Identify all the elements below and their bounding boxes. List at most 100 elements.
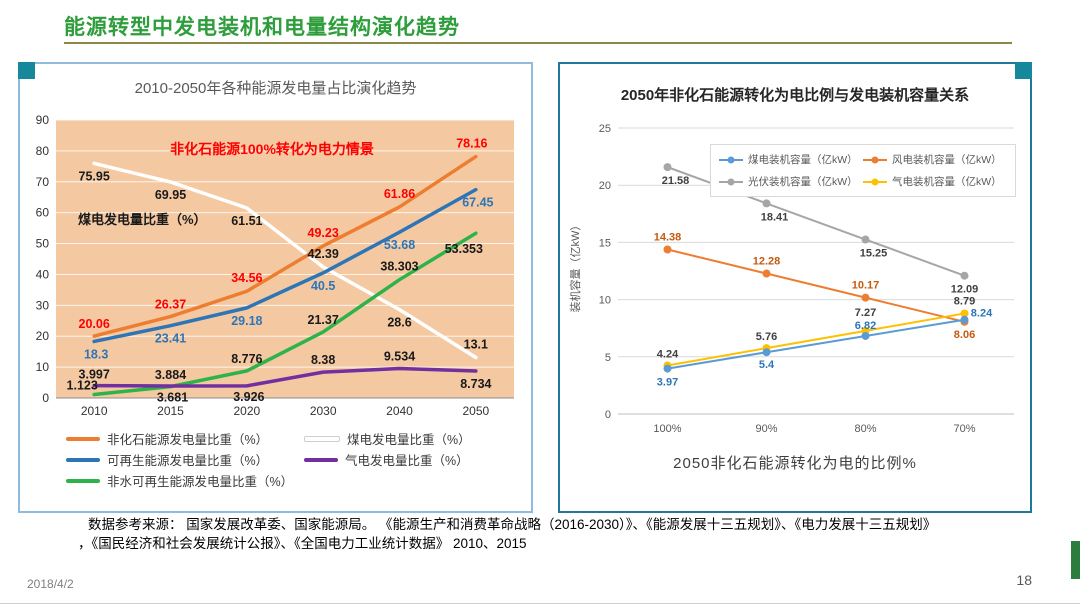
data-label: 5.4 (759, 359, 775, 371)
x-tick-label: 2015 (157, 404, 184, 418)
y-tick-label: 25 (599, 123, 611, 135)
title-underline (64, 42, 1012, 44)
data-label: 49.23 (308, 226, 339, 240)
series-marker (663, 245, 672, 254)
data-label: 14.38 (654, 231, 682, 243)
right-chart-panel: 2050年非化石能源转化为电比例与发电装机容量关系 0 5 10 15 20 25 100%… (558, 62, 1032, 513)
chart-annotation: 煤电发电量比重（%） (78, 212, 207, 227)
green-accent-bar (1071, 541, 1080, 579)
y-tick-label: 20 (36, 329, 50, 343)
legend-label: 光伏装机容量（亿kW） (748, 176, 858, 188)
y-tick-label: 30 (36, 298, 50, 312)
legend-swatch (66, 436, 100, 441)
data-label: 61.51 (231, 214, 262, 228)
legend-label: 煤电装机容量（亿kW） (748, 154, 858, 166)
data-label: 6.82 (855, 320, 876, 332)
legend-label: 非水可再生能源发电量比重（%） (107, 475, 294, 489)
data-label: 5.76 (756, 331, 777, 343)
data-label: 23.41 (155, 332, 186, 346)
x-tick-label: 100% (653, 423, 681, 435)
right-line-chart: 0 5 10 15 20 25 100% 90% 80% 70% 3.97 5.4 6.82 8.24 14… (599, 123, 1014, 435)
data-label: 78.16 (456, 137, 487, 151)
x-tick-label: 90% (755, 423, 777, 435)
data-label: 1.123 (67, 379, 98, 393)
data-label: 53.68 (384, 238, 415, 252)
page-title: 能源转型中发电装机和电量结构演化趋势 (64, 16, 460, 39)
legend-swatch (863, 177, 887, 186)
data-label: 18.3 (84, 347, 108, 361)
legend-swatch (304, 457, 338, 462)
x-tick-label: 80% (854, 423, 876, 435)
y-tick-label: 60 (36, 206, 50, 220)
series-marker (762, 269, 771, 278)
data-label: 3.997 (79, 368, 110, 382)
data-label: 10.17 (852, 280, 880, 292)
x-tick-label: 2030 (310, 404, 337, 418)
plot-area (56, 120, 514, 398)
legend-item: 煤电发电量比重（%） (304, 428, 471, 449)
data-label: 69.95 (155, 188, 186, 202)
data-label: 13.1 (464, 338, 488, 352)
data-label: 3.97 (657, 377, 678, 389)
series-marker (861, 293, 870, 302)
corner-accent-square (1015, 62, 1032, 79)
y-tick-label: 0 (42, 391, 49, 405)
series-marker (960, 271, 969, 280)
data-label: 20.06 (79, 317, 110, 331)
data-label: 29.18 (231, 314, 262, 328)
x-tick-label: 2050 (462, 404, 489, 418)
data-label: 8.06 (954, 329, 975, 341)
series-line-3 (666, 312, 966, 367)
data-label: 8.79 (954, 295, 975, 307)
right-chart-title: 2050年非化石能源转化为电比例与发电装机容量关系 (620, 87, 970, 104)
y-tick-label: 70 (36, 175, 50, 189)
y-tick-label: 10 (36, 360, 50, 374)
y-tick-label: 15 (599, 237, 611, 249)
legend-label: 风电装机容量（亿kW） (892, 154, 1002, 166)
data-label: 53.353 (445, 242, 483, 256)
right-chart-legend: 煤电装机容量（亿kW） 风电装机容量（亿kW） 光伏装机容量（亿kW） 气电装机容量（… (710, 144, 1016, 197)
legend-label: 煤电发电量比重（%） (347, 433, 471, 447)
x-axis-title: 2050非化石能源转化为电的比例% (673, 455, 917, 472)
data-label: 8.776 (231, 352, 262, 366)
legend-swatch (719, 177, 743, 186)
legend-swatch (304, 435, 340, 442)
data-label: 75.95 (79, 169, 110, 183)
data-label: 61.86 (384, 187, 415, 201)
series-line-1 (666, 248, 966, 323)
x-tick-label: 70% (953, 423, 975, 435)
data-label: 4.24 (657, 348, 679, 360)
series-marker (960, 315, 969, 324)
data-label: 21.58 (662, 175, 690, 187)
legend-label: 气电发电量比重（%） (345, 454, 469, 468)
data-label: 40.5 (311, 279, 335, 293)
series-marker (861, 235, 870, 244)
data-label: 21.37 (308, 313, 339, 327)
legend-swatch (719, 155, 743, 164)
legend-swatch (66, 457, 100, 462)
x-tick-label: 2040 (386, 404, 413, 418)
legend-item: 非化石能源发电量比重（%） (66, 428, 293, 449)
x-tick-label: 2020 (233, 404, 260, 418)
data-source-line-2: ，《国民经济和社会发展统计公报》、《全国电力工业统计数据》 2010、2015 (78, 536, 527, 551)
series-marker (861, 331, 870, 340)
legend-item: 煤电装机容量（亿kW） (719, 152, 863, 167)
x-tick-label: 2010 (81, 404, 108, 418)
data-label: 8.38 (311, 353, 335, 367)
series-marker (663, 163, 672, 172)
series-line-0 (92, 154, 478, 338)
series-marker (663, 364, 672, 373)
series-line-3 (92, 161, 478, 360)
y-tick-label: 10 (599, 295, 611, 307)
chart-annotation: 非化石能源100%转化为电力情景 (170, 141, 374, 157)
data-label: 34.56 (231, 271, 262, 285)
data-label: 18.41 (761, 211, 789, 223)
page-number: 18 (1016, 572, 1032, 588)
data-label: 67.45 (462, 196, 493, 210)
legend-item: 气电装机容量（亿kW） (863, 174, 1007, 189)
legend-column: 非化石能源发电量比重（%） 可再生能源发电量比重（%） 非水可再生能源发电量比重（%… (66, 428, 293, 491)
bottom-divider (0, 603, 1080, 604)
y-axis-title: 装机容量（亿kW） (570, 219, 582, 313)
